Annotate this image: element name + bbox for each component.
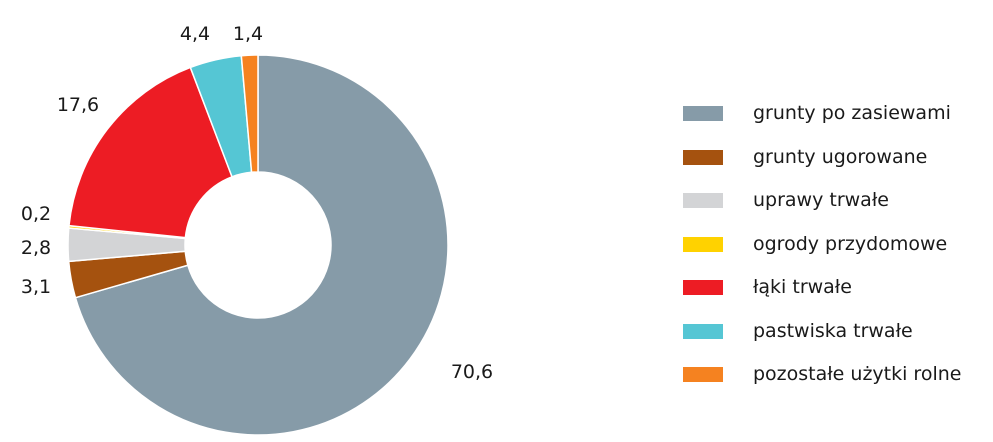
legend-item-pastwiska-trwale: pastwiska trwałe [683,314,988,358]
legend-item-pozostale-uzytki-rolne: pozostałe użytki rolne [683,357,988,401]
slice-laki-trwale [68,66,233,239]
data-label-grunty-po-zasiewami: 70,6 [451,361,493,383]
legend-swatch [683,106,723,121]
data-label-pozostale-uzytki-rolne: 1,4 [233,23,263,45]
legend-label: pastwiska trwałe [753,319,913,342]
data-label-pastwiska-trwale: 4,4 [180,23,210,45]
data-label-uprawy-trwale: 2,8 [21,237,51,259]
data-label-ogrody-przydomowe: 0,2 [21,203,51,225]
legend-swatch [683,193,723,208]
legend-swatch [683,236,723,252]
legend-label: pozostałe użytki rolne [753,363,962,385]
data-label-grunty-ugorowane: 3,1 [21,276,51,298]
legend-label: ogrody przydomowe [753,232,948,255]
legend-label: grunty po zasiewami [753,102,951,124]
legend-swatch [683,149,723,165]
legend-item-uprawy-trwale: uprawy trwałe [683,183,988,227]
legend-label: grunty ugorowane [753,145,928,168]
data-label-laki-trwale: 17,6 [57,94,99,116]
legend-swatch [683,367,723,382]
legend-swatch [683,323,723,339]
legend-item-laki-trwale: łąki trwałe [683,270,988,314]
slice-pozostale-uzytki-rolne [240,54,259,174]
legend: grunty po zasiewami grunty ugorowane upr… [683,96,988,401]
legend-item-grunty-po-zasiewami: grunty po zasiewami [683,96,988,140]
legend-item-ogrody-przydomowe: ogrody przydomowe [683,227,988,271]
legend-swatch [683,280,723,295]
legend-item-grunty-ugorowane: grunty ugorowane [683,140,988,184]
data-labels: 70,6 3,1 2,8 0,2 17,6 4,4 1,4 [21,23,493,383]
legend-label: uprawy trwałe [753,189,889,211]
donut-slices [67,54,449,436]
legend-label: łąki trwałe [753,276,852,298]
slice-grunty-po-zasiewami [74,54,449,436]
